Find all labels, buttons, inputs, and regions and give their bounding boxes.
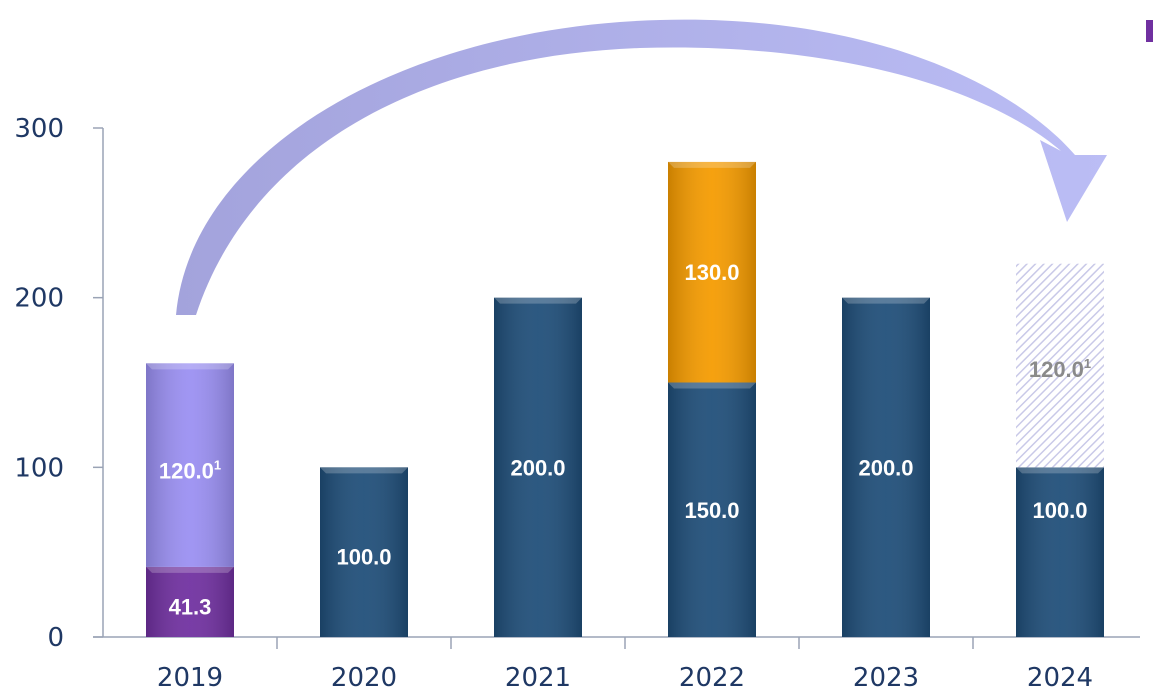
y-tick-label: 200 [14,284,64,314]
legend-marker-partial [1146,20,1153,42]
bar-segment-bevel [842,298,930,304]
data-label-value: 130.0 [684,260,739,285]
x-tick-label: 2024 [1027,663,1093,692]
data-label: 120.01 [159,458,221,484]
bar-segment-bevel [668,383,756,389]
data-label-value: 150.0 [684,498,739,523]
data-label-value: 100.0 [336,544,391,569]
data-label-value: 200.0 [510,455,565,480]
y-tick-label: 300 [14,114,64,144]
data-label-footnote: 1 [214,458,221,473]
bar-segment-bevel [668,162,756,168]
data-label-value: 120.0 [159,459,214,484]
data-label-value: 41.3 [169,594,212,619]
data-labels: 41.3120.01100.0200.0150.0130.0200.0100.0… [159,260,1091,619]
x-tick-label: 2022 [679,663,745,692]
data-label: 130.0 [684,260,739,285]
x-tick-label: 2020 [331,663,397,692]
data-label: 120.01 [1029,356,1091,382]
y-tick-label: 100 [14,453,64,483]
data-label: 200.0 [510,455,565,480]
bars [146,162,1104,637]
data-label-footnote: 1 [1084,356,1091,371]
bar-segment-bevel [146,567,234,573]
bar-segment-shading [1016,467,1104,637]
data-label-value: 100.0 [1032,498,1087,523]
bar-segment-bevel [146,363,234,369]
data-label-value: 200.0 [858,455,913,480]
curved-arrow-annotation [176,20,1107,315]
data-label: 150.0 [684,498,739,523]
x-tick-label: 2023 [853,663,919,692]
data-label: 100.0 [1032,498,1087,523]
bar-segment-bevel [320,467,408,473]
x-tick-label: 2019 [157,663,223,692]
y-tick-label: 0 [47,623,64,653]
data-label-value: 120.0 [1029,357,1084,382]
x-tick-label: 2021 [505,663,571,692]
data-label: 41.3 [169,594,212,619]
data-label: 100.0 [336,544,391,569]
data-label: 200.0 [858,455,913,480]
x-ticks: 2019 2020 2021 2022 2023 2024 [157,637,1093,692]
y-ticks: 0 100 200 300 [14,114,103,653]
bar-segment-bevel [494,298,582,304]
bar-segment-bevel [1016,467,1104,473]
